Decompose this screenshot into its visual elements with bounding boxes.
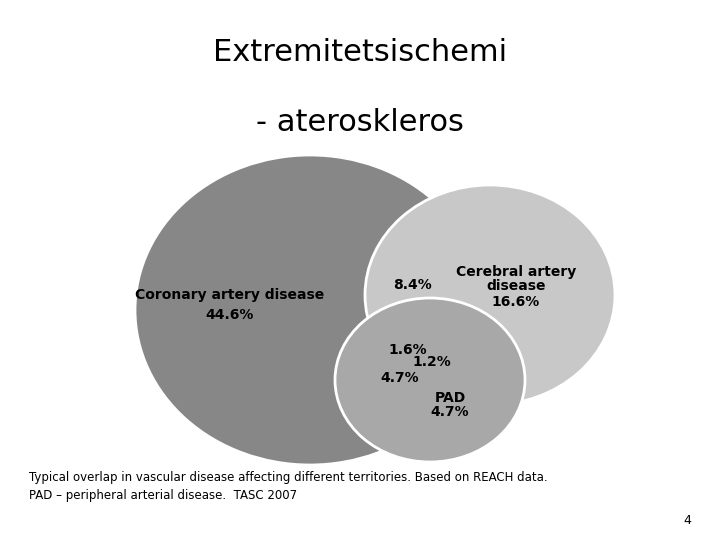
Text: Typical overlap in vascular disease affecting different territories. Based on RE: Typical overlap in vascular disease affe… [29, 471, 547, 484]
Ellipse shape [335, 298, 525, 462]
Text: - ateroskleros: - ateroskleros [256, 108, 464, 137]
Text: 1.2%: 1.2% [413, 355, 451, 369]
Text: Coronary artery disease: Coronary artery disease [135, 288, 325, 302]
Text: Extremitetsischemi: Extremitetsischemi [213, 38, 507, 67]
Ellipse shape [135, 155, 485, 465]
Text: disease: disease [486, 279, 546, 293]
Ellipse shape [365, 185, 615, 405]
Text: 44.6%: 44.6% [206, 308, 254, 322]
Text: Cerebral artery: Cerebral artery [456, 265, 576, 279]
Text: PAD: PAD [434, 391, 466, 405]
Text: 8.4%: 8.4% [392, 278, 431, 292]
Text: 4.7%: 4.7% [381, 371, 419, 385]
Text: 4: 4 [683, 514, 691, 526]
Text: 4.7%: 4.7% [431, 405, 469, 419]
Text: 1.6%: 1.6% [389, 343, 427, 357]
Text: PAD – peripheral arterial disease.  TASC 2007: PAD – peripheral arterial disease. TASC … [29, 489, 297, 502]
Text: 16.6%: 16.6% [492, 295, 540, 309]
